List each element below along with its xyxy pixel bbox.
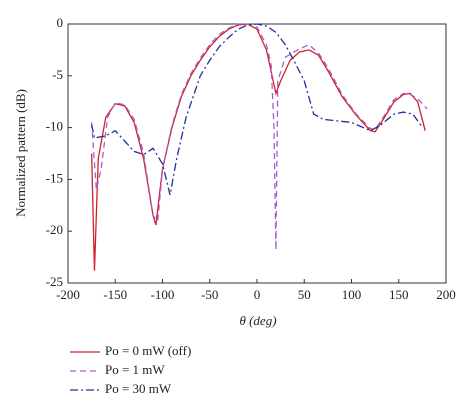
plot-frame (67, 23, 447, 284)
series-line (90, 23, 423, 196)
x-tick-label: -150 (103, 287, 127, 302)
y-tick-label: -5 (52, 67, 63, 82)
x-tick-label: 200 (436, 287, 456, 302)
y-tick-label: 0 (57, 15, 64, 30)
series-line (90, 23, 428, 250)
x-tick-label: 0 (254, 287, 261, 302)
legend-label: Po = 30 mW (105, 381, 172, 396)
x-tick-label: 50 (298, 287, 311, 302)
x-tick-label: -100 (151, 287, 175, 302)
x-tick-label: 150 (389, 287, 409, 302)
legend-label: Po = 1 mW (105, 362, 165, 377)
y-axis-label: Normalized pattern (dB) (13, 89, 28, 217)
y-tick-label: -20 (46, 222, 63, 237)
y-tick-label: -10 (46, 119, 63, 134)
y-tick-label: -25 (46, 274, 63, 289)
x-tick-label: -200 (56, 287, 80, 302)
x-axis-label: θ (deg) (239, 313, 276, 328)
y-tick-label: -15 (46, 170, 63, 185)
legend-label: Po = 0 mW (off) (105, 343, 191, 358)
x-tick-label: 100 (342, 287, 362, 302)
x-tick-label: -50 (201, 287, 218, 302)
